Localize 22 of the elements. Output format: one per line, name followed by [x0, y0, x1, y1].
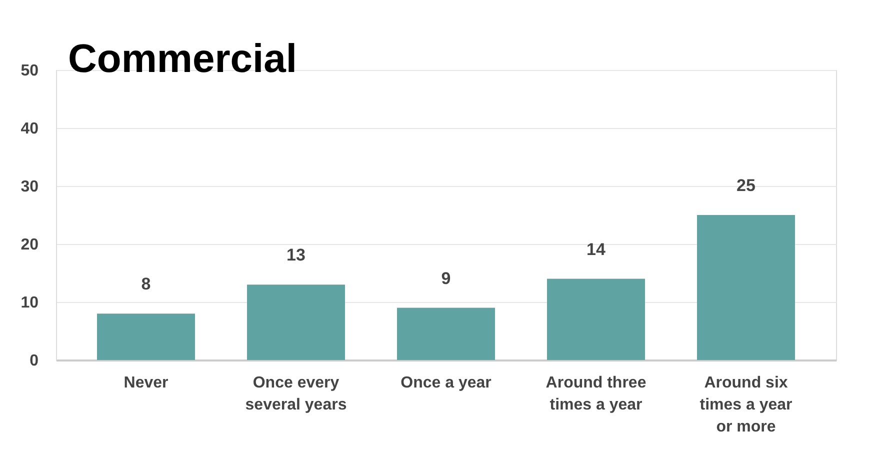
y-tick-label: 0 — [30, 352, 39, 370]
bar — [247, 284, 345, 360]
data-label: 13 — [286, 246, 306, 265]
x-tick-label: Once every several years — [245, 374, 347, 414]
data-label: 25 — [736, 176, 756, 195]
bar — [697, 215, 795, 360]
y-tick-label: 40 — [20, 120, 39, 138]
bar — [397, 308, 495, 360]
y-tick-label: 30 — [20, 178, 39, 196]
x-tick-label: Once a year — [400, 374, 492, 392]
y-tick-label: 10 — [20, 294, 39, 312]
data-label: 14 — [586, 240, 606, 259]
bar — [97, 314, 195, 360]
x-tick-label: Around three times a year — [546, 374, 646, 414]
x-tick-label: Never — [124, 374, 168, 392]
y-tick-label: 20 — [20, 236, 39, 254]
data-label: 9 — [441, 268, 451, 288]
x-tick-label: Around six times a year or more — [700, 374, 792, 436]
chart-title: Commercial — [68, 37, 297, 81]
bar — [547, 278, 645, 360]
y-tick-label: 50 — [20, 62, 39, 80]
data-label: 8 — [141, 274, 151, 294]
